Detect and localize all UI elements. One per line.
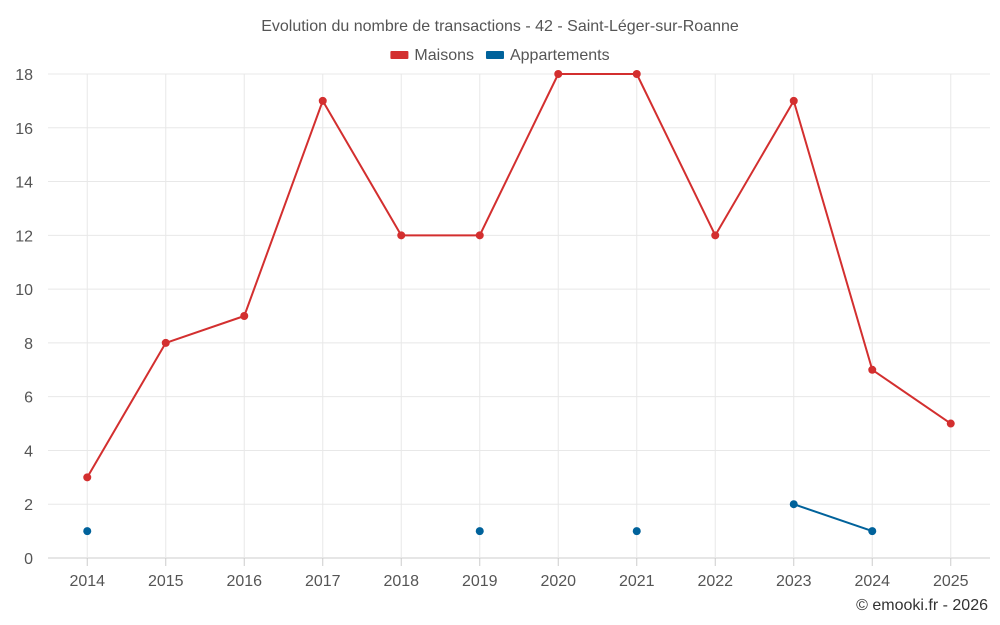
data-point: [946, 419, 955, 428]
legend-label: Maisons: [414, 47, 474, 64]
x-tick-label: 2023: [776, 573, 812, 590]
x-tick-label: 2022: [697, 573, 733, 590]
legend-label: Appartements: [510, 47, 610, 64]
series-line: [86, 73, 952, 478]
series-appartements: [83, 500, 877, 536]
y-tick-label: 2: [24, 497, 33, 514]
data-point: [475, 527, 484, 536]
data-point: [711, 231, 720, 240]
legend-item: Maisons: [390, 47, 474, 64]
x-tick-label: 2020: [540, 573, 576, 590]
data-point: [554, 70, 563, 78]
chart-legend: Maisons Appartements: [390, 47, 610, 64]
data-point: [161, 338, 170, 347]
legend-item: Appartements: [485, 47, 610, 64]
y-tick-label: 0: [24, 551, 33, 568]
x-tick-label: 2021: [619, 573, 655, 590]
x-axis: 2014 2015 2016 2017 2018 2019 2020 2021 2022 2023…: [69, 573, 968, 590]
x-tick-label: 2024: [854, 573, 890, 590]
data-point: [83, 473, 92, 482]
x-tick-label: 2016: [226, 573, 262, 590]
series-maisons: [83, 70, 955, 482]
chart-grid: [48, 73, 990, 566]
x-tick-label: 2017: [305, 573, 341, 590]
data-point: [868, 527, 877, 536]
chart-title: Evolution du nombre de transactions - 42…: [261, 18, 739, 35]
legend-swatch: [485, 51, 504, 59]
x-tick-label: 2019: [462, 573, 498, 590]
data-point: [397, 231, 406, 240]
y-tick-label: 16: [15, 121, 33, 138]
x-tick-label: 2015: [148, 573, 184, 590]
y-axis: 0 2 4 6 8 10 12 14 16 18: [15, 67, 33, 568]
data-point: [318, 96, 327, 105]
x-tick-label: 2014: [69, 573, 105, 590]
series-line: [793, 503, 873, 533]
data-point: [475, 231, 484, 240]
y-tick-label: 18: [15, 67, 33, 84]
y-tick-label: 4: [24, 443, 33, 460]
y-tick-label: 12: [15, 228, 33, 245]
data-point: [789, 500, 798, 509]
chart-series: [83, 70, 955, 536]
data-point: [632, 527, 641, 536]
data-point: [83, 527, 92, 536]
x-tick-label: 2018: [383, 573, 419, 590]
data-point: [868, 365, 877, 374]
y-tick-label: 8: [24, 336, 33, 353]
data-point: [789, 96, 798, 105]
legend-swatch: [390, 51, 409, 59]
data-point: [632, 70, 641, 78]
data-point: [240, 312, 249, 320]
y-tick-label: 14: [15, 175, 33, 192]
y-tick-label: 6: [24, 390, 33, 407]
y-tick-label: 10: [15, 282, 33, 299]
copyright-footer: © emooki.fr - 2026: [856, 597, 988, 614]
x-tick-label: 2025: [933, 573, 969, 590]
